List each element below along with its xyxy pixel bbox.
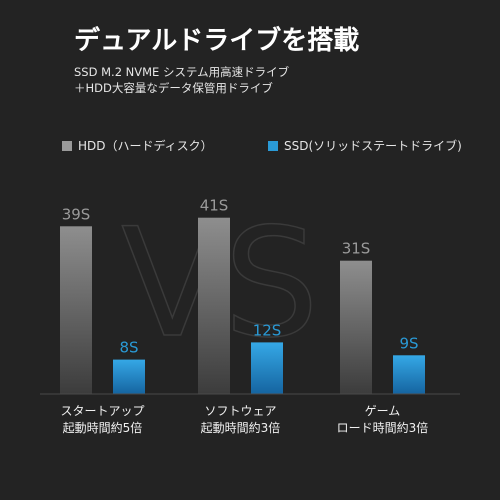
bar-hdd-0 (60, 226, 92, 394)
bar-ssd-2 (393, 355, 425, 394)
bar-hdd-2 (340, 260, 372, 394)
category-label-1-line-0: ソフトウェア (204, 404, 276, 418)
value-label-ssd-1: 12S (253, 321, 282, 339)
bar-hdd-1 (198, 217, 230, 394)
value-label-hdd-1: 41S (200, 197, 229, 215)
value-label-hdd-0: 39S (62, 205, 91, 223)
legend-swatch-hdd (62, 140, 72, 151)
legend-swatch-ssd (268, 140, 278, 151)
bar-ssd-0 (113, 359, 145, 394)
value-label-ssd-0: 8S (119, 339, 138, 357)
category-label-1-line-1: 起動時間約3倍 (201, 420, 281, 435)
category-label-0-line-1: 起動時間約5倍 (63, 420, 143, 435)
page-title: デュアルドライブを搭載 (74, 26, 360, 56)
legend-label-ssd: SSD(ソリッドステートドライブ) (284, 139, 462, 153)
legend-item-hdd: HDD（ハードディスク） (62, 137, 213, 154)
bar-ssd-1 (251, 342, 283, 394)
subtitle-line-1: SSD M.2 NVME システム用高速ドライブ (74, 65, 290, 79)
subtitle-line-2: ＋HDD大容量なデータ保管用ドライブ (74, 81, 273, 95)
value-label-ssd-2: 9S (399, 334, 418, 352)
legend-label-hdd: HDD（ハードディスク） (78, 139, 213, 153)
value-label-hdd-2: 31S (342, 240, 371, 258)
category-label-2-line-1: ロード時間約3倍 (337, 420, 429, 435)
legend-item-ssd: SSD(ソリッドステートドライブ) (268, 137, 462, 154)
category-label-2-line-0: ゲーム (365, 404, 401, 418)
category-label-0-line-0: スタートアップ (60, 404, 144, 418)
